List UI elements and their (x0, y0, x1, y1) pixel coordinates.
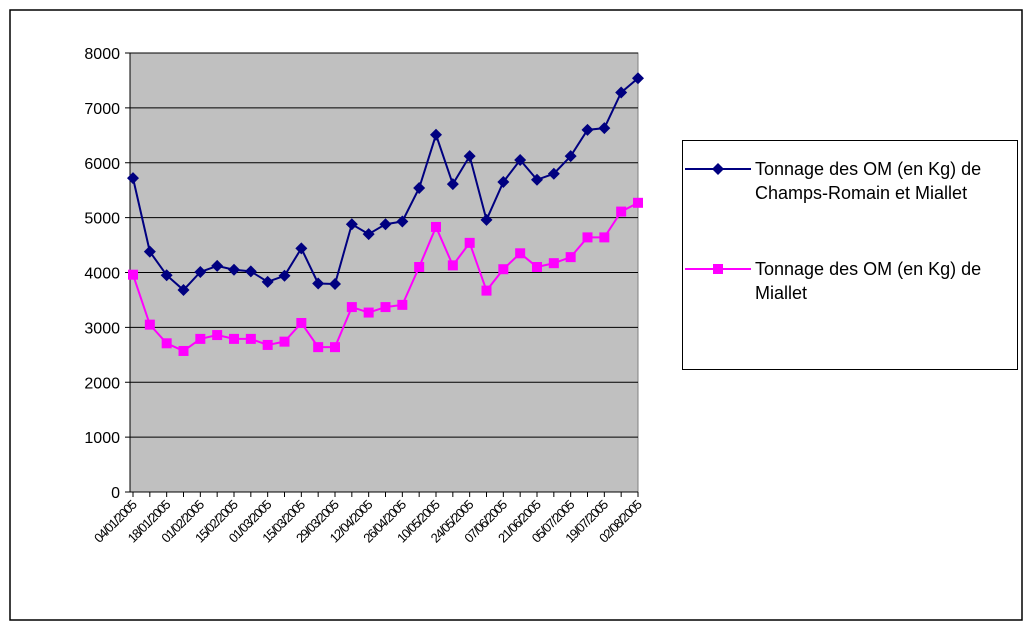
data-point (498, 264, 509, 275)
data-point (295, 242, 308, 255)
data-point (531, 173, 543, 186)
data-point (380, 302, 391, 313)
data-point (515, 248, 526, 259)
data-point (565, 252, 576, 263)
data-point (296, 317, 307, 328)
data-point (396, 215, 409, 228)
data-point (245, 333, 256, 344)
y-tick-label: 4000 (84, 266, 120, 283)
data-point (633, 197, 643, 208)
data-point (616, 206, 627, 217)
legend-marker (712, 163, 724, 175)
data-point (480, 213, 493, 226)
data-point (447, 260, 458, 271)
y-tick-label: 5000 (84, 211, 120, 228)
data-point (464, 237, 475, 248)
y-tick-label: 0 (111, 485, 120, 502)
y-tick-label: 7000 (84, 101, 120, 118)
legend-swatch (685, 163, 751, 175)
y-tick-label: 8000 (84, 46, 120, 63)
data-point (228, 263, 240, 276)
data-point (229, 333, 239, 344)
data-point (446, 178, 459, 191)
data-point (413, 181, 426, 194)
data-point (278, 269, 291, 282)
legend-label: Tonnage des OM (en Kg) de Champs-Romain … (755, 159, 982, 203)
chart-frame (9, 9, 1023, 621)
data-point (279, 336, 290, 347)
data-point (313, 342, 324, 353)
data-point (195, 333, 206, 344)
legend-marker (713, 264, 723, 274)
data-point (177, 284, 190, 297)
data-point (346, 302, 357, 313)
y-tick-label: 3000 (84, 320, 120, 337)
data-point (329, 278, 341, 291)
data-point (463, 150, 476, 163)
data-point (599, 232, 610, 243)
data-point (160, 269, 173, 282)
data-point (497, 175, 510, 188)
data-point (212, 330, 223, 341)
data-point (362, 228, 375, 241)
y-tick-label: 2000 (84, 375, 120, 392)
data-point (312, 277, 325, 290)
data-point (564, 150, 577, 163)
data-point (330, 342, 340, 353)
data-point (548, 258, 559, 269)
data-point (262, 339, 273, 350)
data-point (547, 167, 560, 180)
data-point (379, 218, 392, 231)
data-point (194, 265, 207, 278)
data-point (161, 338, 172, 349)
data-point (261, 275, 274, 288)
legend-swatch (685, 264, 751, 274)
data-point (581, 123, 594, 136)
y-tick-label: 6000 (84, 156, 120, 173)
data-point (430, 128, 442, 141)
data-point (345, 218, 358, 231)
data-point (598, 122, 611, 135)
data-point (431, 221, 441, 232)
data-point (481, 285, 492, 296)
data-point (615, 86, 628, 99)
data-point (211, 259, 224, 272)
legend: Tonnage des OM (en Kg) de Champs-Romain … (682, 140, 1018, 370)
data-point (363, 307, 374, 318)
data-point (127, 172, 139, 185)
data-point (414, 262, 425, 273)
data-point (397, 299, 408, 310)
data-point (632, 72, 644, 85)
y-tick-label: 1000 (84, 430, 120, 447)
data-point (178, 345, 189, 356)
data-point (143, 245, 156, 258)
data-point (514, 154, 527, 167)
data-point (532, 262, 542, 273)
data-point (144, 319, 155, 330)
legend-label: Tonnage des OM (en Kg) de Miallet (755, 259, 982, 303)
data-point (244, 265, 257, 278)
data-point (582, 232, 593, 243)
data-point (128, 269, 138, 280)
